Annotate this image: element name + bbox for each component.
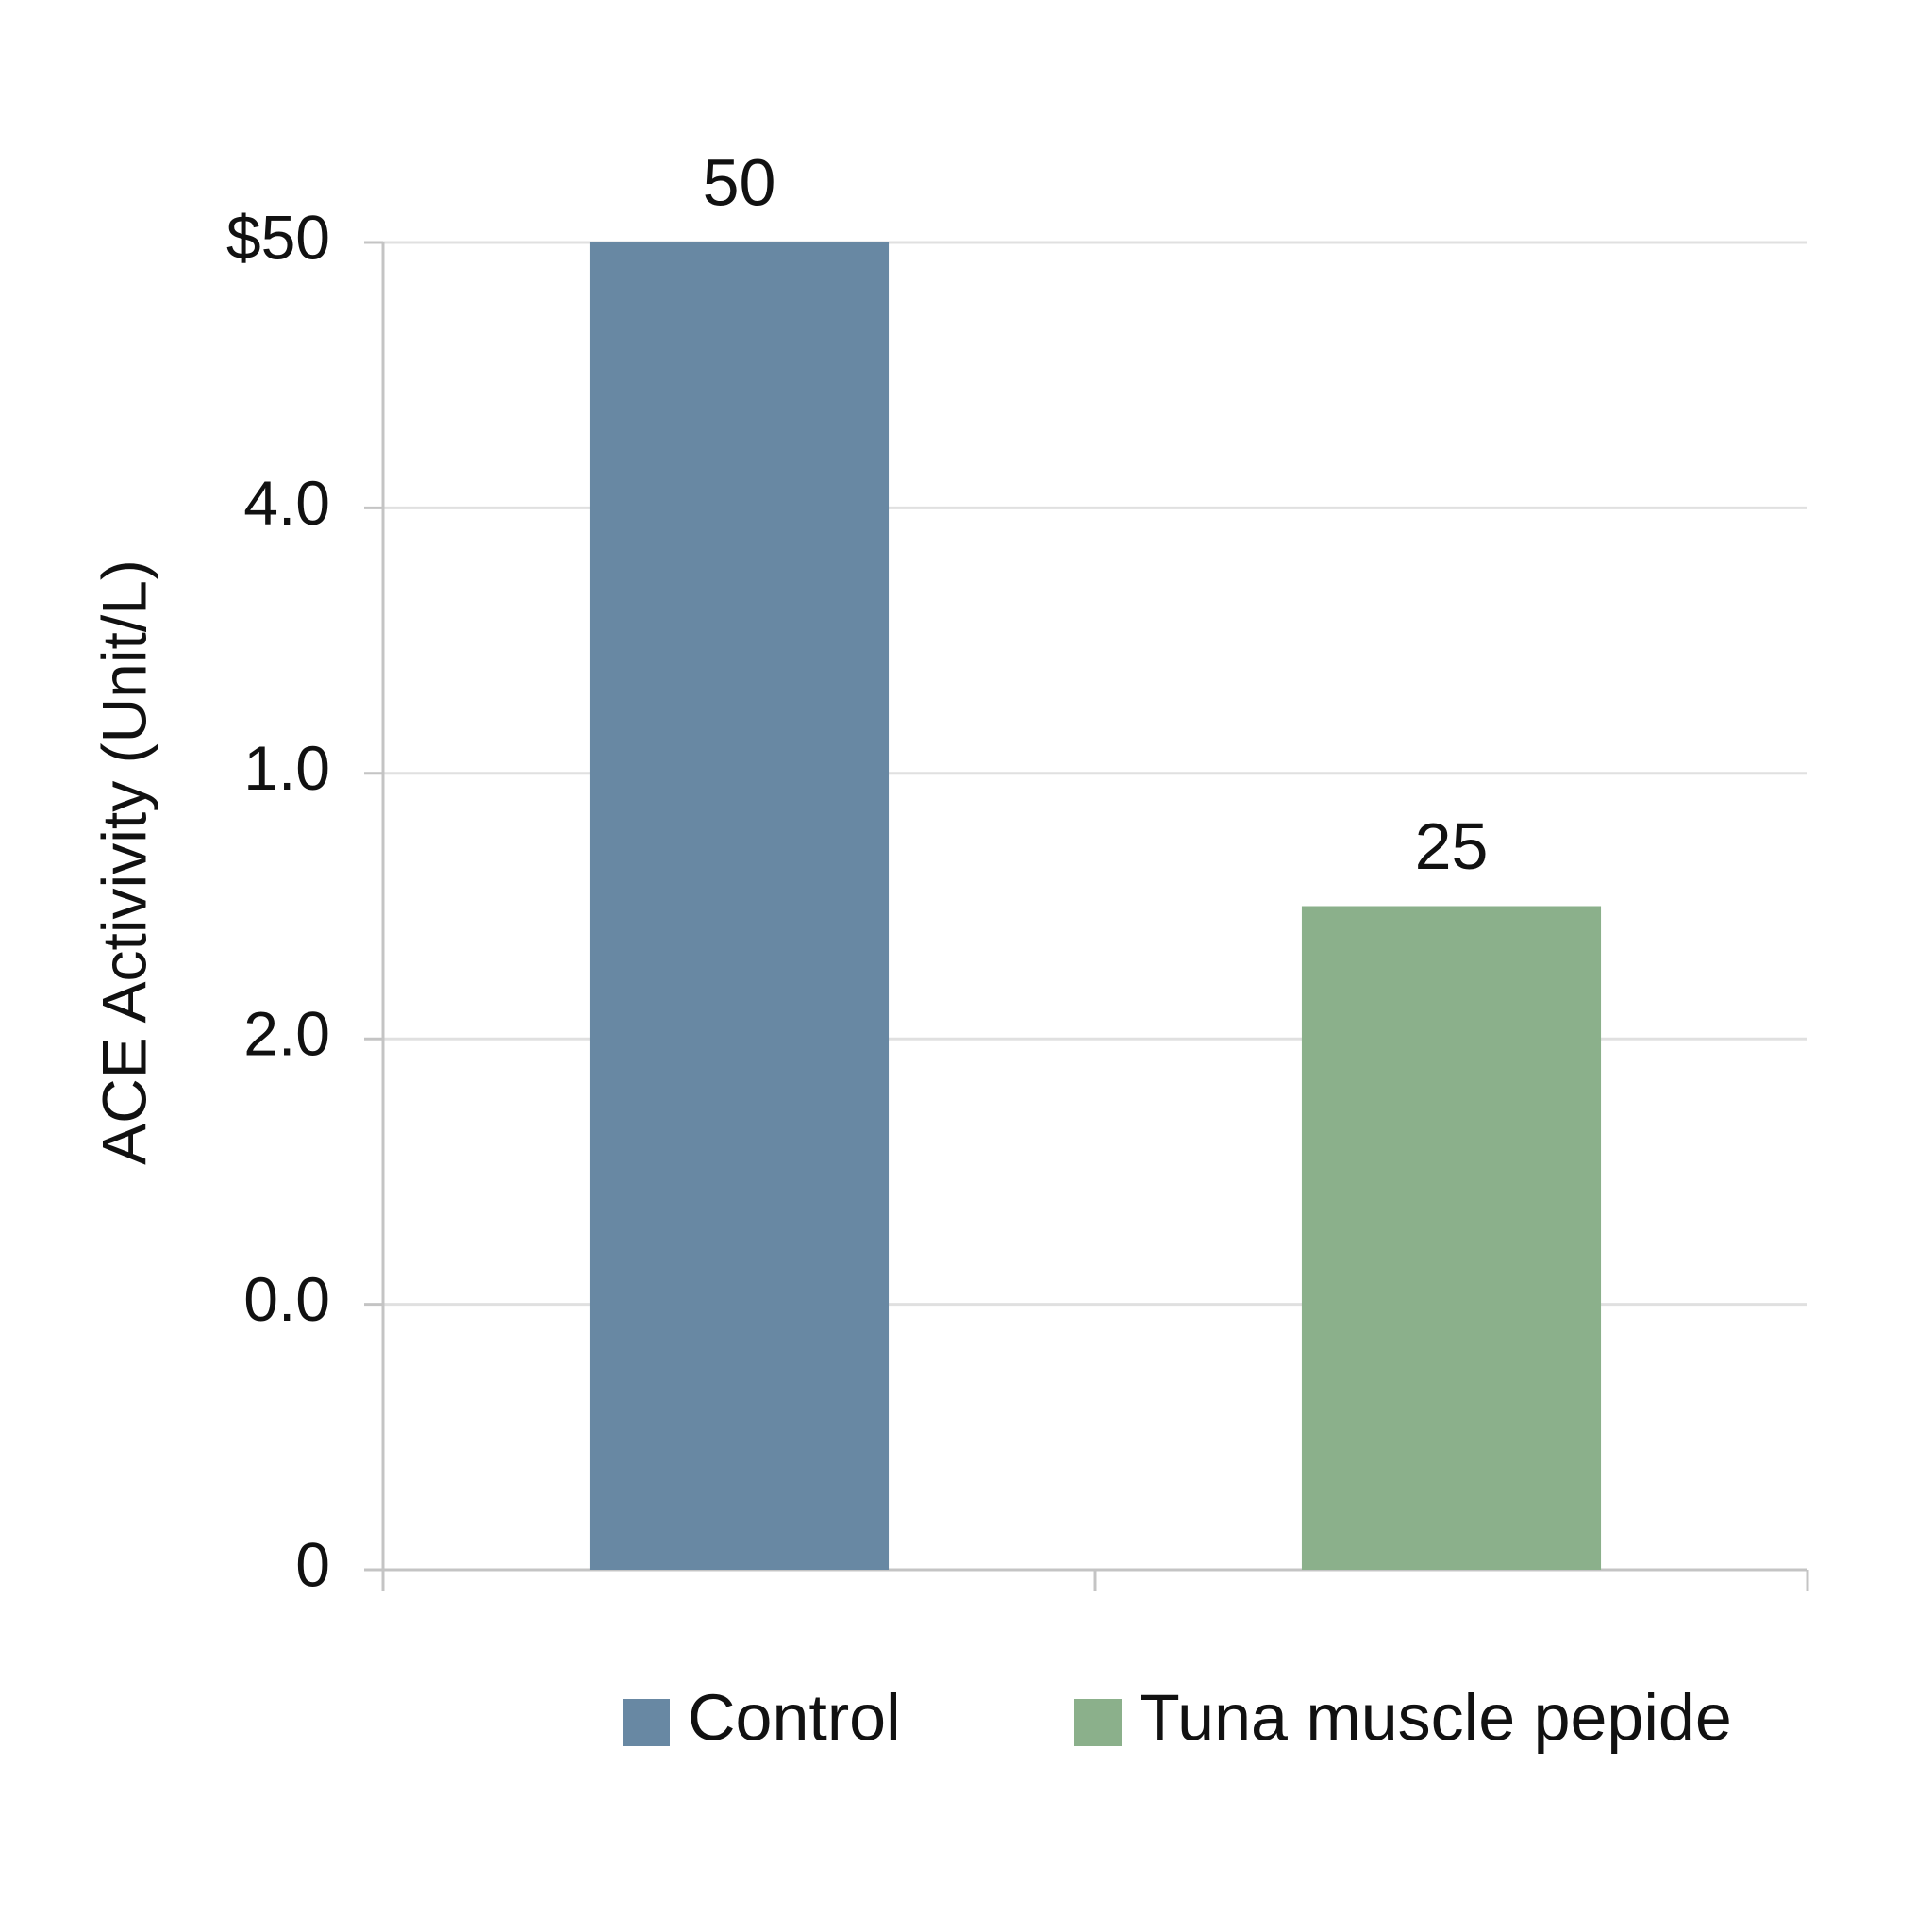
bar	[589, 242, 890, 1570]
y-axis-title: ACE Activivity (Unit/L)	[89, 559, 158, 1165]
data-label: 25	[1415, 809, 1489, 883]
y-tick-label: 2.0	[243, 999, 330, 1069]
legend-swatch	[1074, 1699, 1122, 1746]
legend-label: Tuna muscle pepide	[1140, 1680, 1732, 1754]
legend-label: Control	[688, 1680, 901, 1754]
data-label: 50	[703, 145, 776, 219]
legend-swatch	[623, 1699, 670, 1746]
y-tick-label: 4.0	[243, 468, 330, 538]
y-tick-label: 1.0	[243, 733, 330, 803]
y-tick-label: 0.0	[243, 1264, 330, 1334]
y-tick-label: $50	[226, 202, 330, 272]
y-tick-label: 0	[295, 1529, 330, 1599]
bar	[1301, 906, 1602, 1570]
